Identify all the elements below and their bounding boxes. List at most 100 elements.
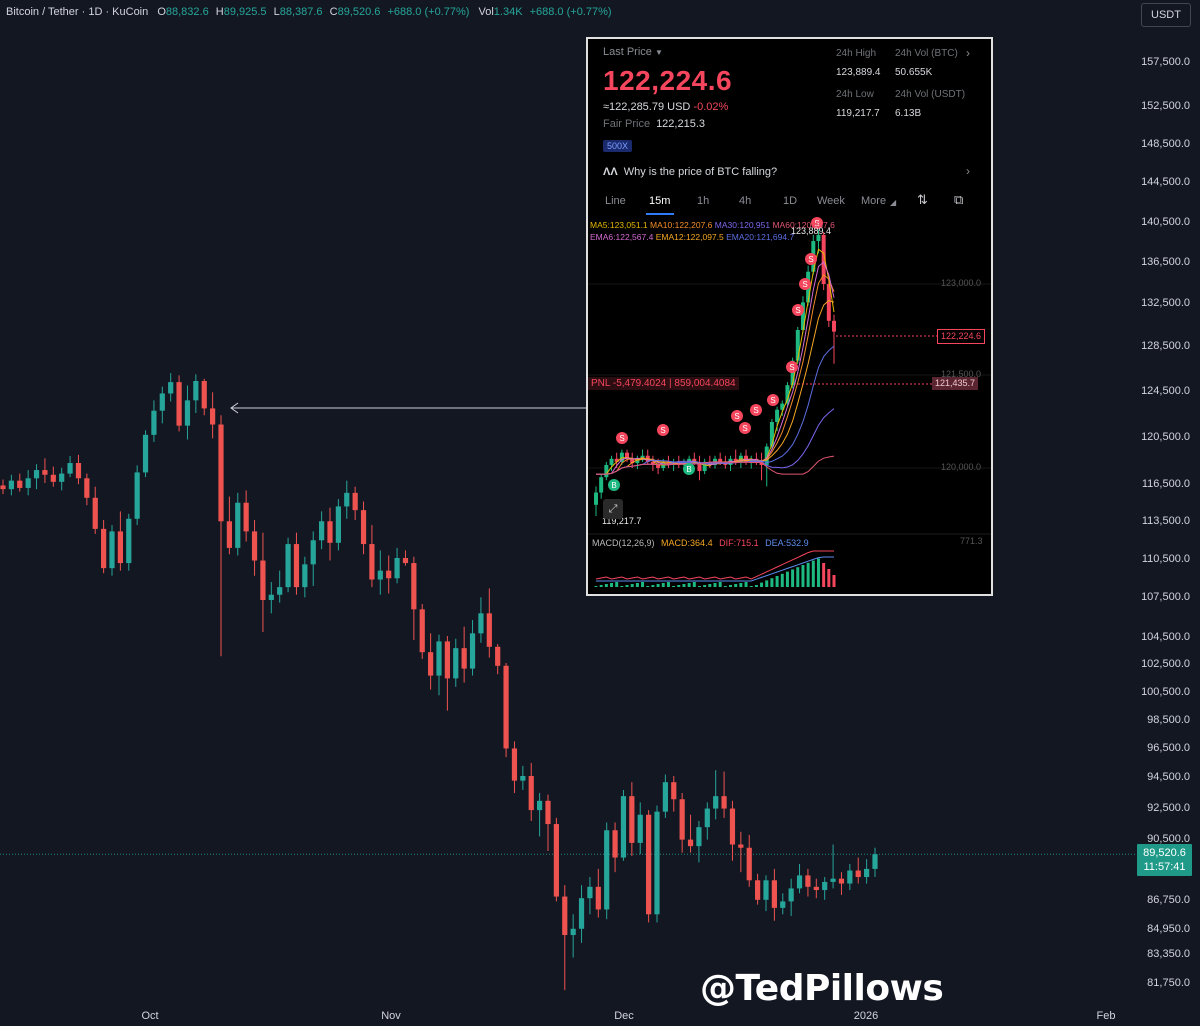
candle-body xyxy=(17,480,23,488)
buy-marker-label: B xyxy=(686,465,691,474)
macd-histogram-bar xyxy=(785,571,789,587)
annotation-arrow-head xyxy=(230,402,239,414)
why-chevron-right-icon[interactable]: › xyxy=(966,164,970,178)
why-falling-link[interactable]: ΛΛ Why is the price of BTC falling? xyxy=(603,166,777,178)
candle-body xyxy=(126,518,132,564)
macd-histogram-bar xyxy=(615,582,619,587)
buy-marker xyxy=(608,479,620,491)
candle-body xyxy=(838,878,845,884)
macd-histogram-bar xyxy=(666,582,670,587)
macd-histogram-bar xyxy=(697,586,701,587)
low-24h-label: 24h Low xyxy=(836,89,874,100)
macd-histogram-bar xyxy=(708,584,712,587)
macd-histogram-bar xyxy=(760,582,764,587)
candle-body xyxy=(243,502,249,532)
candle-body xyxy=(763,880,769,900)
tab-line[interactable]: Line xyxy=(605,195,626,207)
inset-candle-body xyxy=(759,461,764,465)
author-watermark: @TedPillows xyxy=(700,968,944,1009)
macd-histogram-bar xyxy=(822,563,826,587)
candle-body xyxy=(260,560,266,600)
y-tick-label: 124,500.0 xyxy=(1141,385,1190,397)
expand-icon[interactable]: ⤢ xyxy=(603,499,623,519)
macd-histogram-bar xyxy=(610,583,614,587)
y-tick-label: 102,500.0 xyxy=(1141,658,1190,670)
tab-4h[interactable]: 4h xyxy=(739,195,752,207)
chevron-right-icon[interactable]: › xyxy=(966,46,970,60)
tab-1h[interactable]: 1h xyxy=(697,195,710,207)
inset-candle-body xyxy=(764,446,769,465)
inset-candle-body xyxy=(702,461,707,472)
y-tick-label: 94,500.0 xyxy=(1147,771,1190,783)
last-price-label-row[interactable]: Last Price ▼ xyxy=(603,46,663,58)
inset-candle-body xyxy=(609,458,614,465)
tab-more[interactable]: More xyxy=(861,195,887,207)
tab-week[interactable]: Week xyxy=(817,195,845,207)
copy-icon[interactable]: ⧉ xyxy=(954,192,964,207)
macd-histogram-bar xyxy=(687,583,691,587)
inset-ma-line xyxy=(596,248,835,475)
candle-body xyxy=(654,811,660,915)
ai-logo-icon: ΛΛ xyxy=(603,166,618,178)
candle-body xyxy=(604,830,610,910)
ma30-value: MA30:120,951 xyxy=(714,220,771,230)
inset-candle-body xyxy=(630,458,635,464)
macd-row: MACD(12,26,9) MACD:364.4 DIF:715.1 DEA:5… xyxy=(592,538,809,548)
candle-body xyxy=(671,782,677,800)
ma60-value: MA60:120,457.6 xyxy=(772,220,835,230)
candle-body xyxy=(218,424,224,522)
tab-15m[interactable]: 15m xyxy=(649,195,671,207)
candle-body xyxy=(59,473,65,482)
tab-1d[interactable]: 1D xyxy=(783,195,798,207)
y-tick-label: 107,500.0 xyxy=(1141,591,1190,603)
candle-body xyxy=(285,544,291,588)
inset-candle-body xyxy=(832,320,836,332)
macd-histogram-bar xyxy=(749,586,753,587)
ema6-value: EMA6:122,567.4 xyxy=(590,232,654,242)
macd-axis-label: 771.3 xyxy=(960,536,983,546)
y-tick-label: 81,750.0 xyxy=(1147,977,1190,989)
candle-body xyxy=(537,800,543,811)
y-tick-label: 104,500.0 xyxy=(1141,631,1190,643)
volume-label: Vol xyxy=(478,6,494,18)
candle-body xyxy=(822,881,828,891)
vol-usdt-label: 24h Vol (USDT) xyxy=(895,89,966,100)
candle-body xyxy=(310,540,316,565)
candle-body xyxy=(8,480,14,490)
inset-candle-body xyxy=(800,302,805,330)
y-tick-label: 140,500.0 xyxy=(1141,216,1190,228)
high-24h-value: 123,889.4 xyxy=(836,67,881,78)
candle-body xyxy=(42,470,48,475)
currency-select-button[interactable]: USDT xyxy=(1141,3,1191,27)
inset-candle-body xyxy=(650,461,655,465)
inset-price-label-2: 121,500.0 xyxy=(941,369,982,379)
inset-candle-body xyxy=(640,455,645,459)
candle-body xyxy=(386,570,392,579)
inset-low-marker: 119,217.7 xyxy=(602,516,642,526)
buy-marker-label: B xyxy=(611,481,616,490)
volume-change: +688.0 (+0.77%) xyxy=(529,6,612,18)
inset-last-price-tag: 122,224.6 xyxy=(937,329,986,344)
sell-marker xyxy=(657,424,669,436)
macd-histogram-bar xyxy=(656,584,660,587)
inset-candle-body xyxy=(625,452,630,459)
pnl-badge[interactable]: PNL -5,479.4024 | 859,004.4084 xyxy=(588,377,739,390)
macd-histogram-bar xyxy=(832,575,836,587)
candle-body xyxy=(277,587,283,595)
candle-body xyxy=(662,782,668,812)
macd-histogram-bar xyxy=(739,583,743,587)
candle-body xyxy=(813,886,819,891)
candle-body xyxy=(193,381,199,401)
indicator-settings-icon[interactable]: ⇅ xyxy=(917,192,928,207)
candle-body xyxy=(679,799,685,840)
candle-body xyxy=(687,839,694,847)
x-tick-label: Oct xyxy=(141,1010,158,1022)
x-tick-label: Feb xyxy=(1097,1010,1116,1022)
candle-body xyxy=(84,478,90,498)
candle-body xyxy=(142,434,149,473)
macd-histogram-bar xyxy=(620,586,624,587)
candle-body xyxy=(168,382,174,394)
candle-body xyxy=(587,886,593,899)
